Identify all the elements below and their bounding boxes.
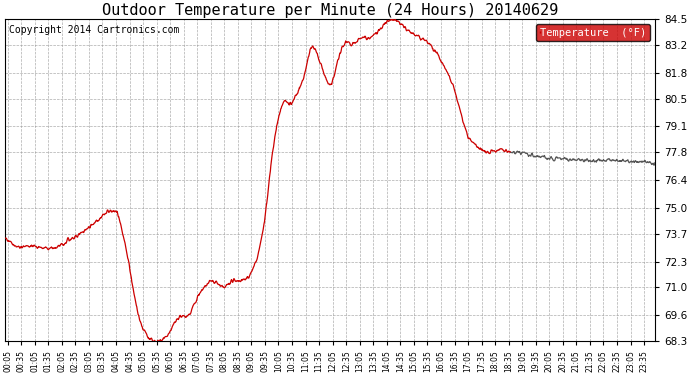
Title: Outdoor Temperature per Minute (24 Hours) 20140629: Outdoor Temperature per Minute (24 Hours… — [102, 3, 558, 18]
Text: Copyright 2014 Cartronics.com: Copyright 2014 Cartronics.com — [9, 26, 179, 35]
Legend: Temperature  (°F): Temperature (°F) — [536, 24, 650, 42]
